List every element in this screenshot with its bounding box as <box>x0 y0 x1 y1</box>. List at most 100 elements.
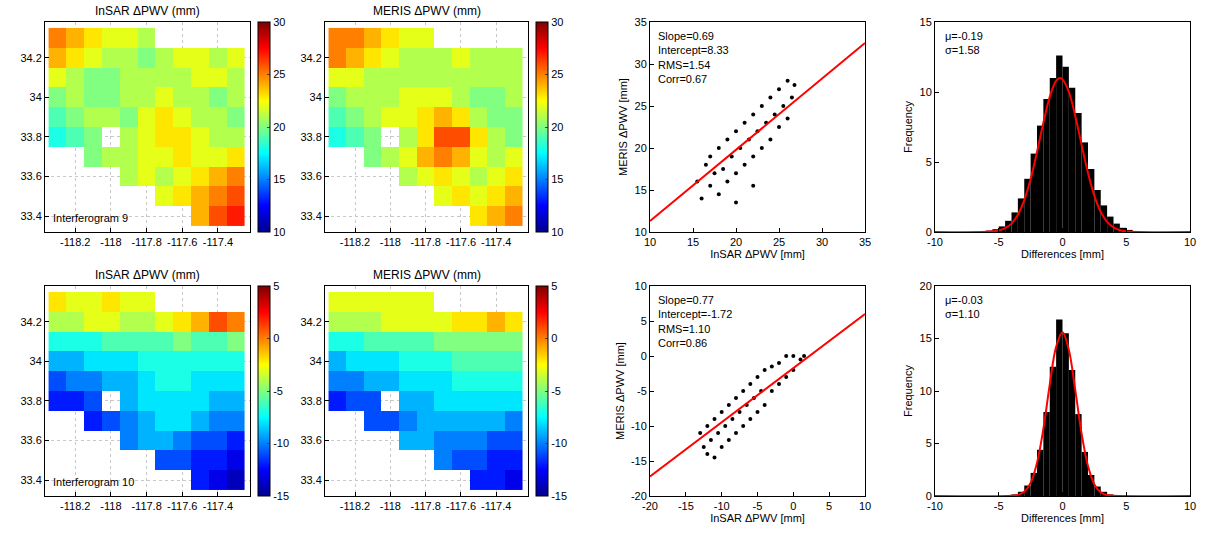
svg-text:5: 5 <box>641 315 647 327</box>
svg-text:μ=-0.19σ=1.58: μ=-0.19σ=1.58 <box>945 30 983 56</box>
svg-text:34: 34 <box>310 355 322 367</box>
svg-text:15: 15 <box>687 236 699 248</box>
svg-text:10: 10 <box>273 226 285 238</box>
svg-text:34.2: 34.2 <box>20 316 41 328</box>
svg-text:33.6: 33.6 <box>300 434 321 446</box>
svg-text:Slope=0.77Intercept=-1.72RMS=1: Slope=0.77Intercept=-1.72RMS=1.10Corr=0.… <box>658 294 732 349</box>
svg-text:-10: -10 <box>631 420 647 432</box>
svg-text:0: 0 <box>641 350 647 362</box>
svg-text:15: 15 <box>551 173 563 185</box>
svg-text:10: 10 <box>920 86 932 98</box>
svg-text:30: 30 <box>635 58 647 70</box>
svg-text:33.8: 33.8 <box>20 395 41 407</box>
svg-text:10: 10 <box>635 280 647 292</box>
svg-text:33.4: 33.4 <box>300 474 321 486</box>
svg-text:InSAR ΔPWV (mm): InSAR ΔPWV (mm) <box>95 268 200 282</box>
svg-text:20: 20 <box>730 236 742 248</box>
svg-text:33.6: 33.6 <box>20 434 41 446</box>
svg-text:0: 0 <box>926 226 932 238</box>
svg-text:-118.2: -118.2 <box>60 236 90 248</box>
svg-text:Slope=0.69Intercept=8.33RMS=1.: Slope=0.69Intercept=8.33RMS=1.54Corr=0.6… <box>658 30 729 85</box>
svg-text:-118: -118 <box>100 500 121 512</box>
svg-text:-5: -5 <box>637 385 647 397</box>
svg-text:20: 20 <box>551 121 563 133</box>
svg-text:15: 15 <box>273 173 285 185</box>
svg-text:15: 15 <box>920 16 932 28</box>
svg-text:-118.2: -118.2 <box>340 500 370 512</box>
svg-text:-15: -15 <box>631 455 647 467</box>
svg-text:10: 10 <box>1184 236 1196 248</box>
svg-text:MERIS ΔPWV [mm]: MERIS ΔPWV [mm] <box>614 342 626 440</box>
svg-text:25: 25 <box>273 68 285 80</box>
svg-text:-15: -15 <box>678 500 694 512</box>
svg-text:-20: -20 <box>631 490 647 502</box>
svg-text:-5: -5 <box>753 500 763 512</box>
svg-text:-10: -10 <box>273 437 289 449</box>
svg-text:-117.4: -117.4 <box>203 236 233 248</box>
svg-text:33.8: 33.8 <box>300 131 321 143</box>
svg-text:0: 0 <box>926 490 932 502</box>
svg-text:InSAR ΔPWV (mm): InSAR ΔPWV (mm) <box>95 4 200 18</box>
svg-text:10: 10 <box>635 226 647 238</box>
svg-text:μ=-0.03σ=1.10: μ=-0.03σ=1.10 <box>945 294 983 320</box>
svg-text:5: 5 <box>826 500 832 512</box>
svg-text:InSAR ΔPWV [mm]: InSAR ΔPWV [mm] <box>710 512 805 524</box>
svg-text:-117.6: -117.6 <box>446 236 476 248</box>
svg-text:33.6: 33.6 <box>20 170 41 182</box>
svg-text:34.2: 34.2 <box>20 52 41 64</box>
svg-text:MERIS ΔPWV (mm): MERIS ΔPWV (mm) <box>373 4 481 18</box>
svg-text:25: 25 <box>773 236 785 248</box>
svg-text:15: 15 <box>635 184 647 196</box>
svg-text:Frequency: Frequency <box>902 365 914 417</box>
svg-text:-15: -15 <box>551 490 567 502</box>
svg-text:33.8: 33.8 <box>20 131 41 143</box>
svg-text:10: 10 <box>920 385 932 397</box>
svg-text:-117.8: -117.8 <box>131 236 161 248</box>
svg-text:33.4: 33.4 <box>20 474 41 486</box>
svg-text:-117.8: -117.8 <box>410 500 440 512</box>
svg-text:-5: -5 <box>994 500 1004 512</box>
svg-text:-10: -10 <box>714 500 730 512</box>
svg-text:-117.4: -117.4 <box>481 500 511 512</box>
svg-text:10: 10 <box>859 500 871 512</box>
svg-text:5: 5 <box>551 280 557 292</box>
svg-text:20: 20 <box>920 280 932 292</box>
svg-text:30: 30 <box>551 16 563 28</box>
svg-text:30: 30 <box>273 16 285 28</box>
svg-text:0: 0 <box>1059 236 1065 248</box>
svg-text:0: 0 <box>1059 500 1065 512</box>
svg-text:-117.4: -117.4 <box>481 236 511 248</box>
svg-text:-5: -5 <box>273 385 283 397</box>
svg-text:0: 0 <box>790 500 796 512</box>
svg-text:33.4: 33.4 <box>20 210 41 222</box>
svg-text:-20: -20 <box>642 500 658 512</box>
svg-text:34: 34 <box>30 91 42 103</box>
svg-text:20: 20 <box>273 121 285 133</box>
svg-text:20: 20 <box>635 142 647 154</box>
svg-text:35: 35 <box>635 16 647 28</box>
svg-text:Frequency: Frequency <box>902 101 914 153</box>
svg-text:Interferogram 10: Interferogram 10 <box>53 476 134 488</box>
svg-text:-118: -118 <box>380 236 401 248</box>
svg-text:-117.6: -117.6 <box>446 500 476 512</box>
svg-text:10: 10 <box>1184 500 1196 512</box>
svg-text:10: 10 <box>551 226 563 238</box>
svg-text:-10: -10 <box>551 437 567 449</box>
svg-text:5: 5 <box>926 156 932 168</box>
svg-text:MERIS ΔPWV (mm): MERIS ΔPWV (mm) <box>373 268 481 282</box>
svg-text:25: 25 <box>635 100 647 112</box>
svg-text:5: 5 <box>1123 500 1129 512</box>
svg-text:Interferogram 9: Interferogram 9 <box>53 212 128 224</box>
svg-text:35: 35 <box>859 236 871 248</box>
svg-text:33.4: 33.4 <box>300 210 321 222</box>
svg-text:MERIS ΔPWV [mm]: MERIS ΔPWV [mm] <box>617 78 629 176</box>
svg-text:-117.8: -117.8 <box>410 236 440 248</box>
svg-text:33.8: 33.8 <box>300 395 321 407</box>
svg-text:34.2: 34.2 <box>300 316 321 328</box>
svg-text:-10: -10 <box>927 236 943 248</box>
svg-text:Differences [mm]: Differences [mm] <box>1021 512 1104 524</box>
svg-text:5: 5 <box>926 437 932 449</box>
svg-text:34.2: 34.2 <box>300 52 321 64</box>
svg-text:-117.6: -117.6 <box>167 236 197 248</box>
svg-text:-15: -15 <box>273 490 289 502</box>
